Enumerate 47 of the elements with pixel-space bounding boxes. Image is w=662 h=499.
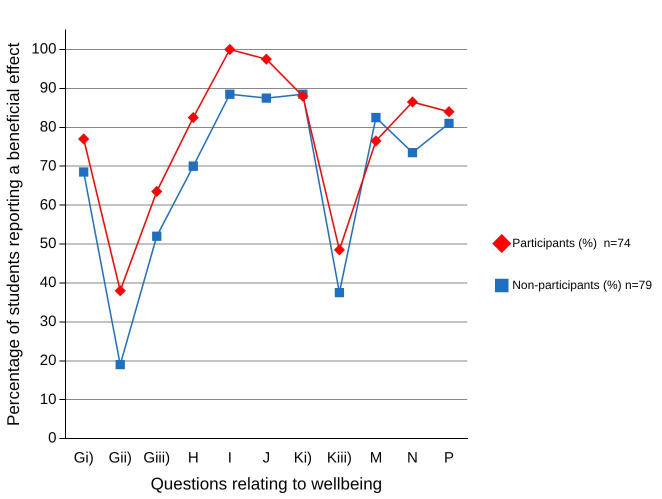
point — [79, 167, 88, 177]
x-tick-label: Ki) — [294, 450, 312, 467]
point — [262, 93, 271, 103]
y-tick-label: 90 — [40, 80, 56, 97]
point — [152, 186, 162, 197]
y-tick-label: 60 — [40, 196, 56, 214]
legend-label: Participants (%) n=74 — [512, 236, 631, 250]
point — [370, 136, 382, 146]
y-tick-label: 70 — [40, 157, 56, 174]
point — [261, 54, 272, 64]
point — [188, 112, 199, 123]
x-tick-label: N — [407, 450, 418, 467]
point — [116, 360, 125, 370]
point — [334, 244, 345, 256]
y-axis-title: Percentage of students reporting a beneficial effect — [4, 42, 23, 426]
point — [408, 148, 418, 158]
y-tick-label: 20 — [40, 352, 56, 369]
x-tick-label: Kiii) — [326, 450, 352, 467]
y-tick-label: 30 — [40, 313, 56, 330]
x-tick-label: Gi) — [74, 450, 94, 467]
point — [371, 112, 381, 122]
point — [78, 134, 89, 144]
y-tick-label: 0 — [48, 430, 56, 447]
point — [224, 44, 236, 55]
point — [225, 90, 234, 99]
y-tick-label: 80 — [40, 118, 56, 136]
point — [298, 90, 308, 102]
y-tick-label: 50 — [40, 235, 56, 252]
point — [407, 96, 418, 108]
point — [152, 232, 162, 241]
x-tick-label: M — [370, 450, 382, 467]
x-tick-label: Giii) — [143, 450, 170, 467]
x-tick-label: J — [262, 450, 270, 467]
y-tick-label: 10 — [40, 390, 56, 408]
x-tick-label: H — [188, 450, 199, 467]
x-axis-title: Questions relating to wellbeing — [150, 474, 382, 494]
y-tick-label: 40 — [40, 274, 56, 292]
point — [444, 106, 454, 117]
x-tick-label: I — [228, 450, 232, 467]
legend-label: Non-participants (%) n=79 — [512, 278, 652, 292]
point — [334, 288, 344, 298]
x-tick-label: Gii) — [108, 450, 132, 467]
y-tick-label: 100 — [31, 40, 56, 58]
point — [188, 162, 198, 171]
point — [114, 285, 126, 296]
x-tick-label: P — [444, 450, 454, 467]
point — [444, 118, 454, 128]
